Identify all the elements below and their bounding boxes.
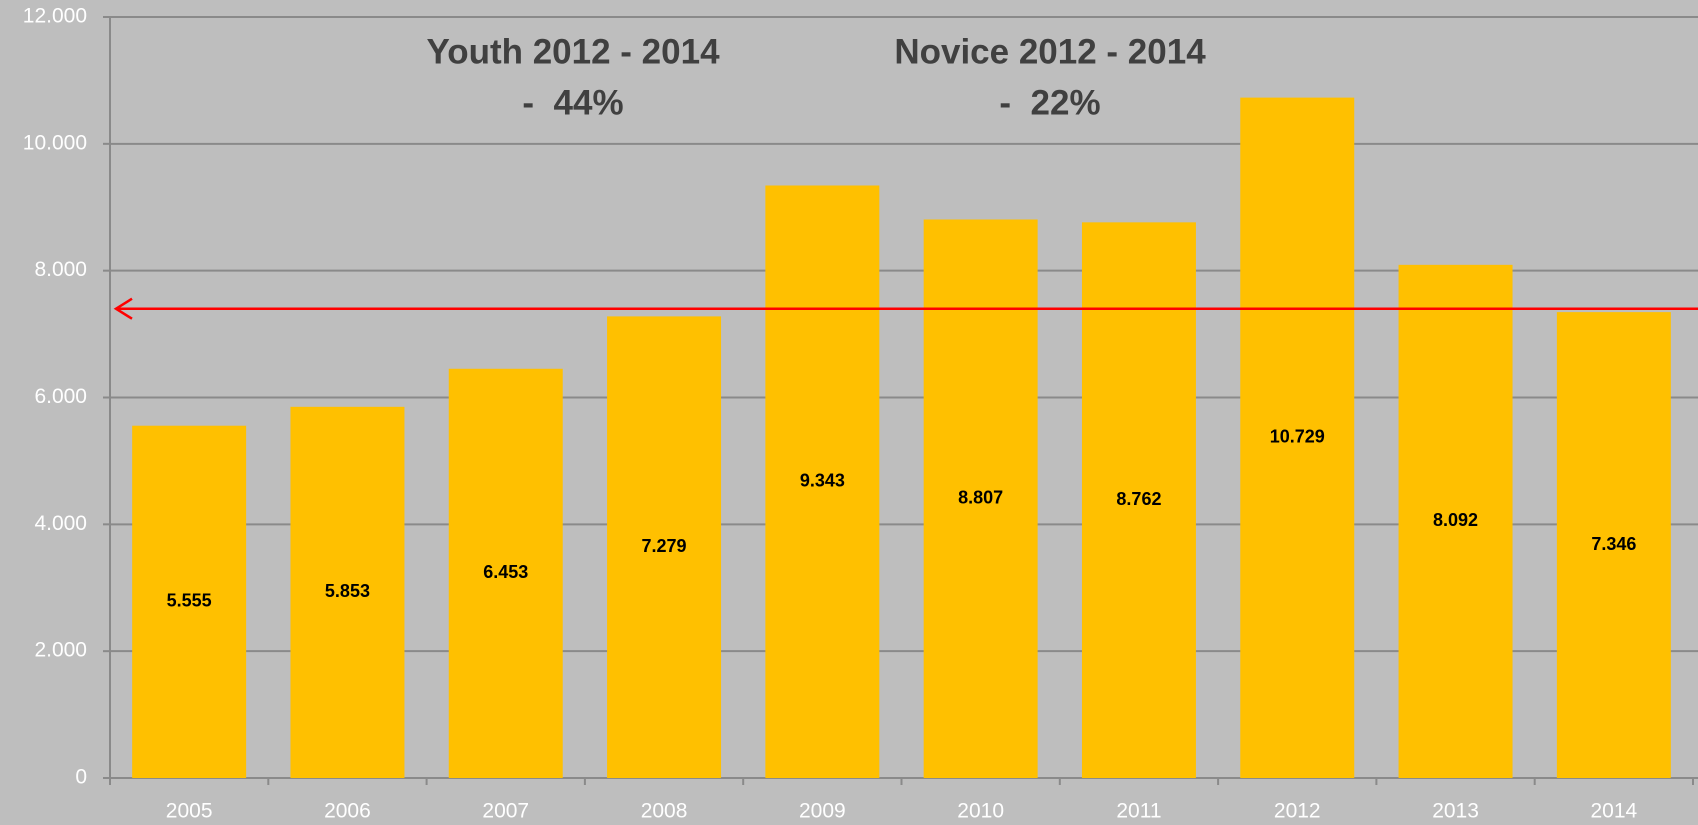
y-tick-label: 8.000 [34, 258, 87, 281]
value-label: 8.807 [958, 487, 1003, 507]
y-tick-label: 4.000 [34, 512, 87, 535]
value-label: 8.092 [1433, 510, 1478, 530]
y-tick-label: 10.000 [23, 131, 87, 154]
y-tick-label: 12.000 [23, 5, 87, 28]
value-label: 8.762 [1116, 489, 1161, 509]
x-tick-label: 2006 [324, 800, 371, 823]
reference-arrowhead [113, 297, 133, 320]
x-tick-label: 2008 [641, 800, 688, 823]
value-label: 7.346 [1591, 534, 1636, 554]
value-label: 5.555 [167, 591, 212, 611]
bar [1398, 264, 1513, 778]
y-tick-label: 6.000 [34, 385, 87, 408]
x-tick-label: 2011 [1116, 800, 1161, 823]
annotation: Novice 2012 - 2014 [894, 32, 1206, 71]
x-tick-label: 2014 [1590, 800, 1637, 823]
value-label: 9.343 [800, 470, 845, 490]
y-tick-label: 2.000 [34, 639, 87, 662]
bar [923, 219, 1038, 779]
bar [765, 185, 880, 779]
bar [607, 316, 722, 778]
bar [1556, 312, 1671, 778]
value-label: 6.453 [483, 562, 528, 582]
x-tick-label: 2007 [482, 800, 529, 823]
value-label: 5.853 [325, 581, 370, 601]
annotation: - 22% [999, 83, 1100, 122]
bar [448, 368, 563, 778]
annotation: - 44% [522, 83, 623, 122]
bar [1240, 97, 1355, 778]
annotation: Youth 2012 - 2014 [426, 32, 720, 71]
x-tick-label: 2009 [799, 800, 846, 823]
bar [132, 425, 247, 778]
bar [1081, 222, 1196, 779]
y-tick-label: 0 [75, 766, 87, 789]
bar [290, 406, 405, 778]
value-label: 10.729 [1270, 427, 1325, 447]
x-tick-label: 2010 [957, 800, 1004, 823]
x-tick-label: 2012 [1274, 800, 1321, 823]
x-tick-label: 2005 [166, 800, 213, 823]
x-tick-label: 2013 [1432, 800, 1479, 823]
value-label: 7.279 [642, 536, 687, 556]
